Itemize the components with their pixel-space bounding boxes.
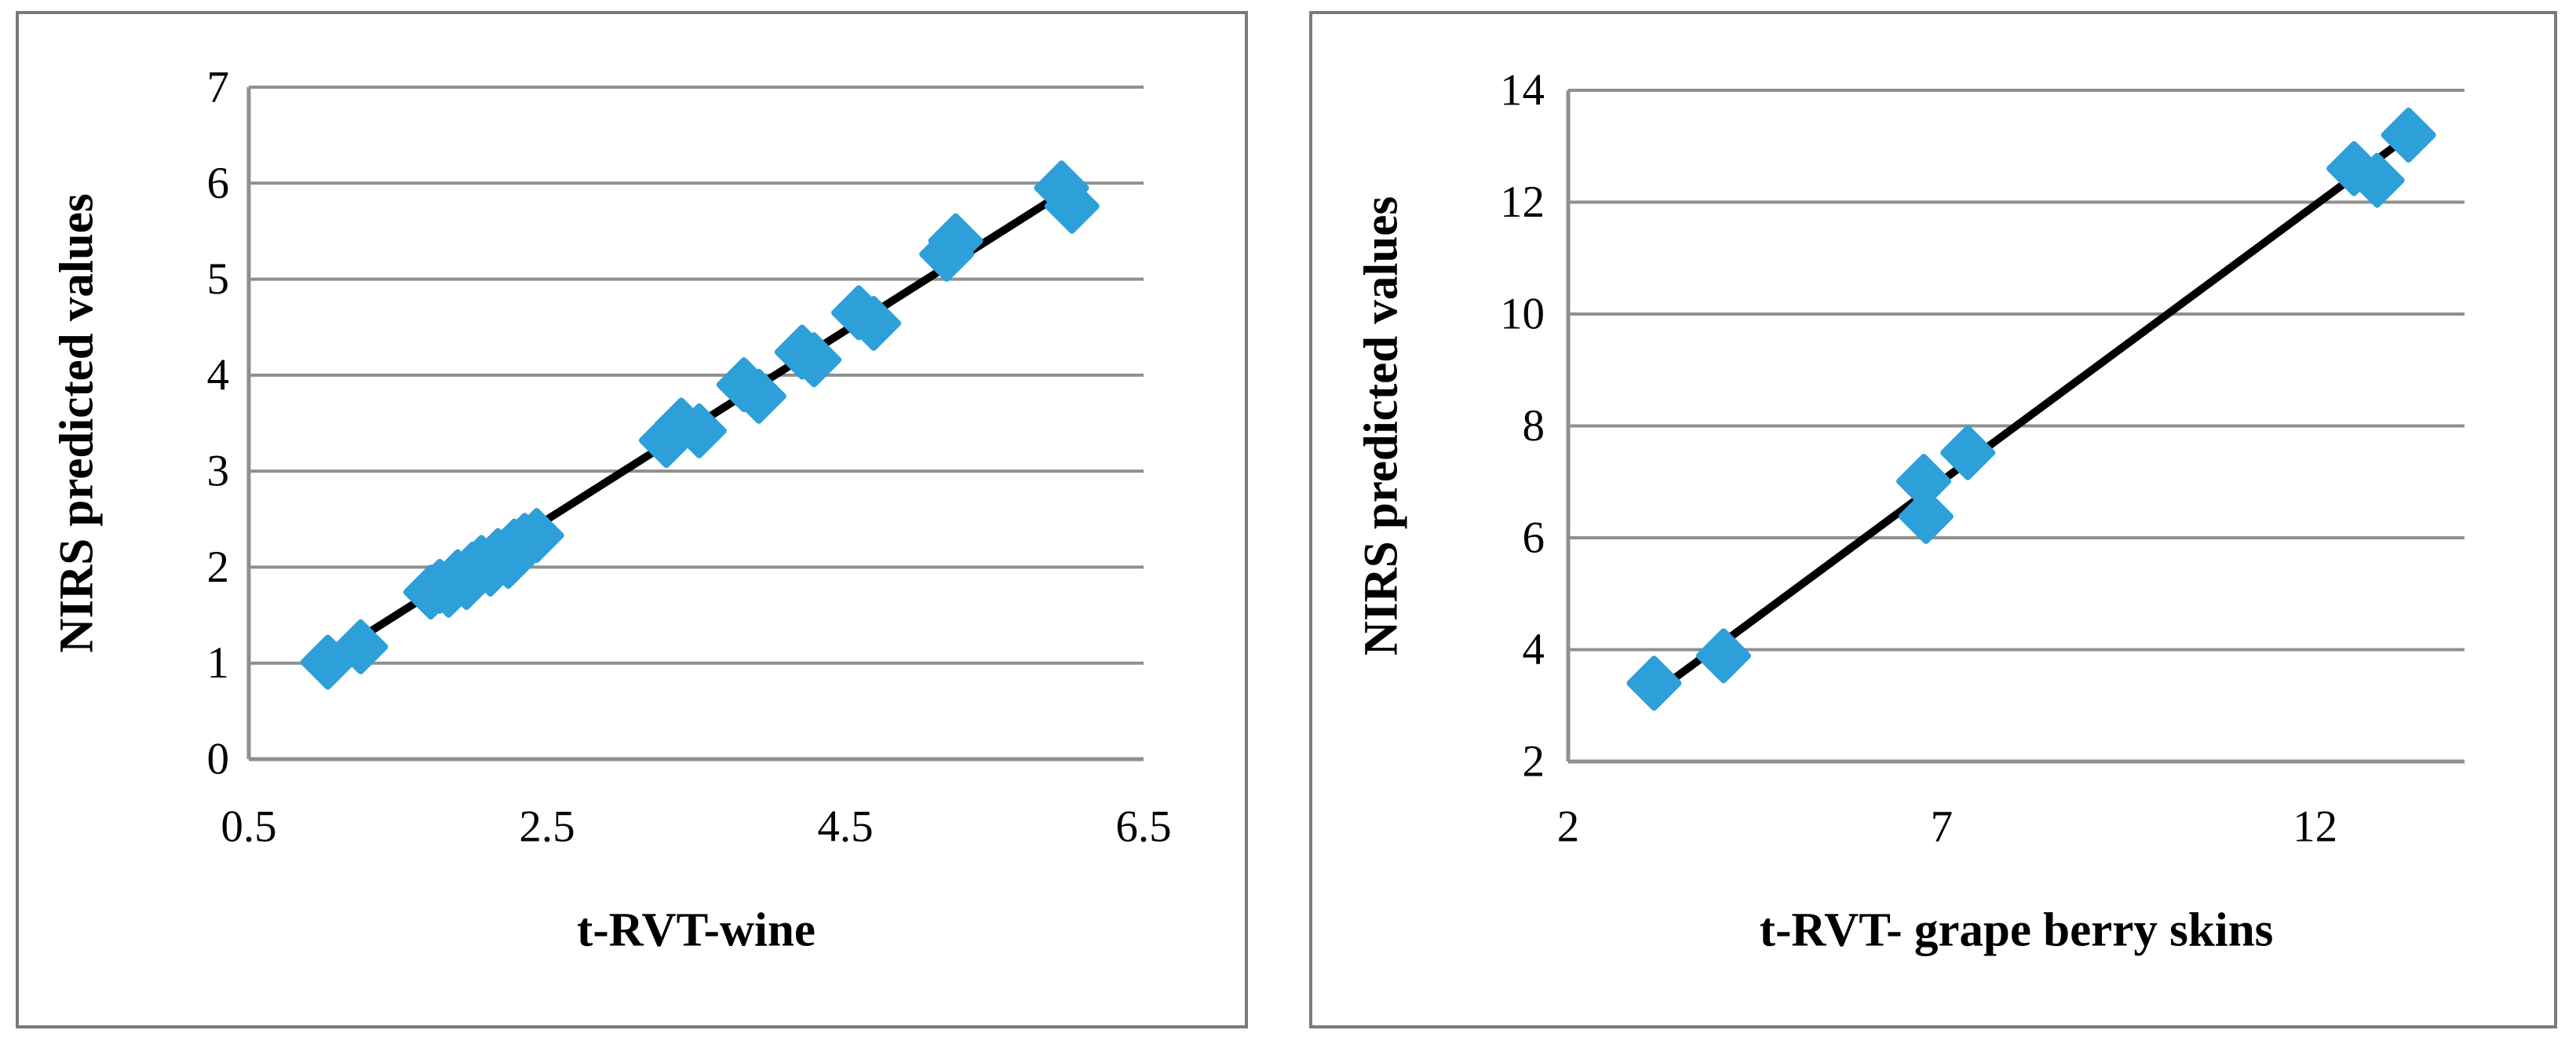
y-tick-label: 3 (207, 447, 230, 496)
data-point-diamond (846, 295, 902, 351)
chart-panel-grape-berry-skins: 2 4 6 8 10 12 14 2 7 12 NIRS predicted values t-RVT… (1309, 11, 2557, 1028)
data-point-diamond (2381, 108, 2436, 163)
y-tick-label: 2 (1523, 737, 1545, 787)
y-tick-label: 8 (1523, 401, 1545, 451)
data-point-diamond (333, 619, 389, 674)
data-point-diamond (1626, 656, 1682, 711)
x-tick-label: 4.5 (817, 802, 873, 852)
chart-panel-wine: 0 1 2 3 4 5 6 7 0.5 2.5 4.5 6.5 NIRS predicted value… (16, 11, 1248, 1028)
scatter-chart-wine: 0 1 2 3 4 5 6 7 0.5 2.5 4.5 6.5 NIRS predicted value… (51, 63, 1172, 957)
data-point-diamond (2349, 152, 2405, 208)
y-tick-label: 5 (207, 254, 230, 304)
data-point-diamond (671, 403, 727, 458)
y-tick-label: 6 (207, 159, 230, 208)
data-point-diamond (786, 332, 842, 388)
trend-line (1649, 132, 2413, 698)
data-point-diamond (1898, 488, 1954, 544)
data-point-diamond (509, 508, 564, 564)
x-tick-label: 6.5 (1115, 802, 1171, 852)
y-tick-label: 1 (207, 638, 230, 688)
x-axis-title: t-RVT-wine (577, 904, 815, 957)
scatter-chart-grape-berry-skins: 2 4 6 8 10 12 14 2 7 12 NIRS predicted values t-RVT… (1356, 66, 2465, 957)
x-tick-label: 0.5 (221, 802, 276, 852)
y-tick-label: 2 (207, 542, 230, 592)
x-axis-title: t-RVT- grape berry skins (1760, 904, 2274, 957)
x-tick-label: 12 (2293, 802, 2337, 852)
data-point-diamond (1695, 628, 1751, 684)
y-tick-label: 4 (207, 350, 230, 400)
x-tick-label: 2.5 (519, 802, 575, 852)
y-tick-label: 7 (207, 63, 230, 112)
y-axis-title: NIRS predicted values (1356, 196, 1408, 656)
y-tick-label: 6 (1523, 513, 1545, 563)
y-tick-label: 0 (207, 735, 230, 784)
x-tick-label: 7 (1931, 802, 1954, 852)
y-tick-label: 4 (1523, 625, 1545, 674)
y-tick-label: 14 (1500, 66, 1545, 115)
data-point-diamond (928, 213, 983, 268)
y-tick-label: 12 (1500, 177, 1545, 227)
data-point-diamond (1940, 425, 1996, 480)
data-point-diamond (731, 368, 786, 424)
data-point-diamond (1044, 178, 1100, 234)
y-axis-title: NIRS predicted values (51, 193, 104, 652)
x-tick-label: 2 (1557, 802, 1580, 852)
y-tick-label: 10 (1500, 290, 1545, 339)
